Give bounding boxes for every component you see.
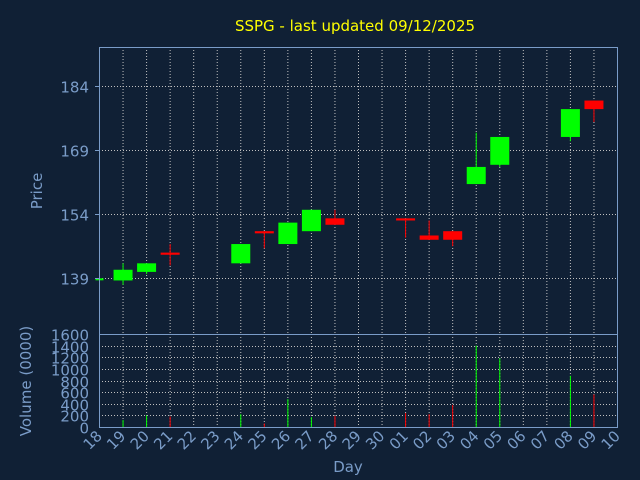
candle-body (278, 222, 298, 245)
candle-body (325, 218, 345, 225)
candle-body (466, 166, 486, 185)
price-tick-label: 169 (60, 143, 89, 161)
candle-body (160, 252, 180, 255)
x-tick-label: 23 (197, 427, 223, 453)
candle-body (490, 136, 510, 165)
x-tick-label: 02 (409, 427, 435, 453)
candle-body (113, 269, 133, 281)
volume-bars (122, 345, 595, 427)
x-tick-label: 08 (551, 427, 577, 453)
x-tick-label: 19 (103, 427, 129, 453)
x-tick-label: 22 (174, 427, 200, 453)
volume-tick-label: 1000 (51, 362, 89, 380)
volume-panel-frame (99, 334, 618, 428)
tick-labels: 1819202122232425262728293001020304050607… (51, 79, 624, 454)
price-tick-label: 139 (60, 271, 89, 289)
x-tick-label: 28 (315, 427, 341, 453)
x-tick-label: 27 (292, 427, 318, 453)
y-axis-label: Price (28, 173, 46, 210)
volume-tick-label: 0 (79, 420, 89, 438)
candle-body (396, 218, 416, 221)
price-tick-label: 184 (60, 79, 89, 97)
x-tick-label: 05 (480, 427, 506, 453)
x-tick-label: 04 (456, 427, 482, 453)
candles (95, 100, 604, 285)
candle-body (584, 100, 604, 110)
x-tick-label: 20 (127, 427, 153, 453)
candle-body (231, 244, 251, 264)
candle-body (419, 235, 439, 240)
volume-tick-label: 1400 (51, 339, 89, 357)
volume-tick-label: 800 (60, 374, 89, 392)
x-tick-label: 03 (433, 427, 459, 453)
x-tick-label: 01 (386, 427, 412, 453)
volume-axis-label: Volume (0000) (17, 326, 35, 436)
x-tick-label: 10 (598, 427, 624, 453)
price-tick-label: 154 (60, 207, 89, 225)
x-tick-label: 07 (527, 427, 553, 453)
candle-body (301, 209, 321, 232)
x-tick-label: 29 (339, 427, 365, 453)
x-axis-label: Day (333, 458, 363, 476)
x-tick-label: 25 (244, 427, 270, 453)
x-tick-label: 09 (574, 427, 600, 453)
candle-body (443, 231, 463, 240)
volume-grid (99, 334, 618, 427)
volume-tick-label: 400 (60, 397, 89, 415)
x-tick-label: 26 (268, 427, 294, 453)
candle-body (254, 231, 274, 234)
volume-tick-label: 1600 (51, 327, 89, 345)
candle-body (560, 109, 580, 137)
axes (95, 47, 618, 428)
x-tick-label: 06 (503, 427, 529, 453)
x-tick-label: 30 (362, 427, 388, 453)
volume-tick-label: 1200 (51, 350, 89, 368)
volume-tick-label: 200 (60, 408, 89, 426)
chart-title: SSPG - last updated 09/12/2025 (235, 17, 475, 35)
x-tick-label: 24 (221, 427, 247, 453)
x-tick-label: 21 (150, 427, 176, 453)
price-grid (99, 47, 618, 334)
candle-body (137, 263, 157, 272)
volume-tick-label: 600 (60, 385, 89, 403)
